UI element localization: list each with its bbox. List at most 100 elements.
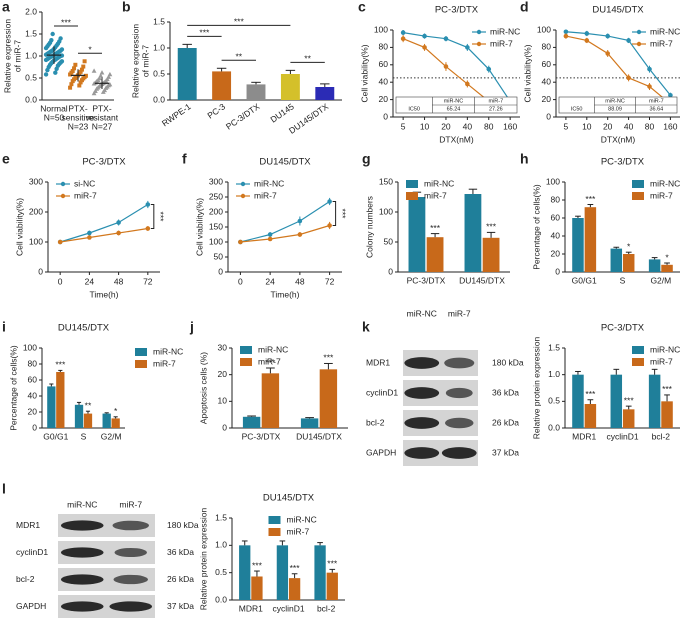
point [59, 59, 65, 64]
point [584, 31, 590, 36]
point [58, 36, 63, 41]
y-tick-label: 0.5 [215, 567, 227, 577]
x-axis-label: Time(h) [90, 289, 119, 299]
x-tick-label: cyclinD1 [272, 603, 304, 613]
legend-label: miR-7 [650, 38, 673, 48]
legend-swatch [135, 348, 147, 356]
x-tick-label: N=27 [92, 121, 113, 131]
point [297, 218, 303, 224]
y-tick-label: 100 [374, 24, 388, 34]
point [647, 84, 652, 89]
y-axis-label: Cell viability(%) [359, 44, 369, 102]
x-axis-label: DTX(nM) [601, 134, 636, 144]
y-tick-label: 60 [379, 59, 389, 69]
x-tick-label: 5 [564, 121, 569, 131]
panel-label: j [189, 319, 194, 335]
bar [83, 413, 93, 428]
x-tick-label: 48 [295, 276, 305, 286]
significance-label: *** [265, 357, 276, 367]
significance-label: *** [624, 395, 635, 405]
legend-swatch [268, 516, 281, 524]
x-tick-label: RWPE-1 [160, 101, 193, 128]
y-tick-label: 30 [218, 342, 228, 352]
point [443, 36, 449, 41]
size-label: 36 kDa [167, 547, 194, 557]
point [668, 92, 673, 98]
bar [177, 48, 197, 100]
bar [326, 572, 338, 600]
blot-strip [58, 541, 155, 564]
x-tick-label: cyclinD1 [606, 431, 638, 441]
significance-label: *** [55, 360, 66, 370]
y-tick-label: 1.5 [153, 16, 165, 26]
blot-band [441, 447, 477, 459]
y-tick-label: 0 [38, 266, 43, 276]
bar [408, 197, 426, 272]
point [83, 73, 88, 78]
significance-bracket [332, 201, 337, 226]
bar [622, 254, 635, 272]
x-tick-label: 160 [503, 121, 517, 131]
x-tick-label: PC-3/DTX [224, 101, 262, 132]
point [77, 83, 82, 88]
point [43, 72, 49, 77]
legend-label: miR-NC [490, 26, 520, 36]
x-tick-label: 72 [143, 276, 153, 286]
y-axis-label: Relative expression [2, 19, 12, 93]
point [465, 81, 470, 87]
blot-band [404, 447, 440, 459]
series-line [59, 203, 149, 243]
bar [261, 373, 280, 428]
legend-marker [636, 29, 642, 35]
bar [482, 237, 500, 272]
bar [47, 386, 56, 428]
x-tick-label: N=23 [68, 121, 89, 131]
legend-label: miR-7 [287, 526, 310, 536]
y-tick-label: 20 [379, 94, 389, 104]
x-tick-label: PC-3/DTX [242, 431, 281, 441]
legend-label: miR-7 [258, 356, 281, 366]
legend-label: miR-NC [424, 178, 454, 188]
chart-title: DU145/DTX [259, 157, 311, 168]
point [87, 230, 92, 236]
y-tick-label: 0.0 [25, 94, 37, 104]
point [116, 230, 121, 236]
legend-label: si-NC [74, 178, 95, 188]
size-label: 180 kDa [167, 520, 199, 530]
bar [610, 374, 623, 428]
y-tick-label: 20 [218, 369, 228, 379]
point [327, 223, 332, 228]
significance-label: *** [585, 389, 596, 399]
legend-label: miR-NC [153, 346, 183, 356]
y-tick-label: 100 [379, 206, 393, 216]
y-tick-label: 0.0 [215, 594, 227, 604]
series-line [565, 35, 671, 105]
legend-label: miR-7 [424, 190, 447, 200]
x-tick-label: 0 [58, 276, 63, 286]
significance-label: *** [327, 559, 338, 569]
point [78, 80, 83, 85]
y-tick-label: 100 [546, 176, 560, 186]
point [238, 239, 243, 245]
table-cell: 36.64 [649, 106, 663, 112]
significance-label: *** [585, 194, 596, 204]
series-line [240, 200, 330, 243]
x-tick-label: bcl-2 [652, 431, 671, 441]
point [73, 62, 78, 67]
row-label: GAPDH [366, 447, 396, 457]
chart-title: PC-3/DTX [601, 157, 645, 168]
y-tick-label: 0.5 [25, 72, 37, 82]
point [50, 31, 55, 37]
point [145, 226, 151, 231]
blot-band [404, 417, 440, 429]
point [53, 70, 58, 75]
legend-marker [476, 29, 482, 35]
significance-label: * [627, 241, 631, 251]
x-tick-label: Normal [40, 103, 68, 113]
point [267, 232, 273, 237]
panel-label: d [520, 0, 529, 15]
blot-band [60, 547, 104, 558]
blot-band [445, 387, 473, 399]
point [49, 37, 54, 43]
point [91, 68, 97, 73]
